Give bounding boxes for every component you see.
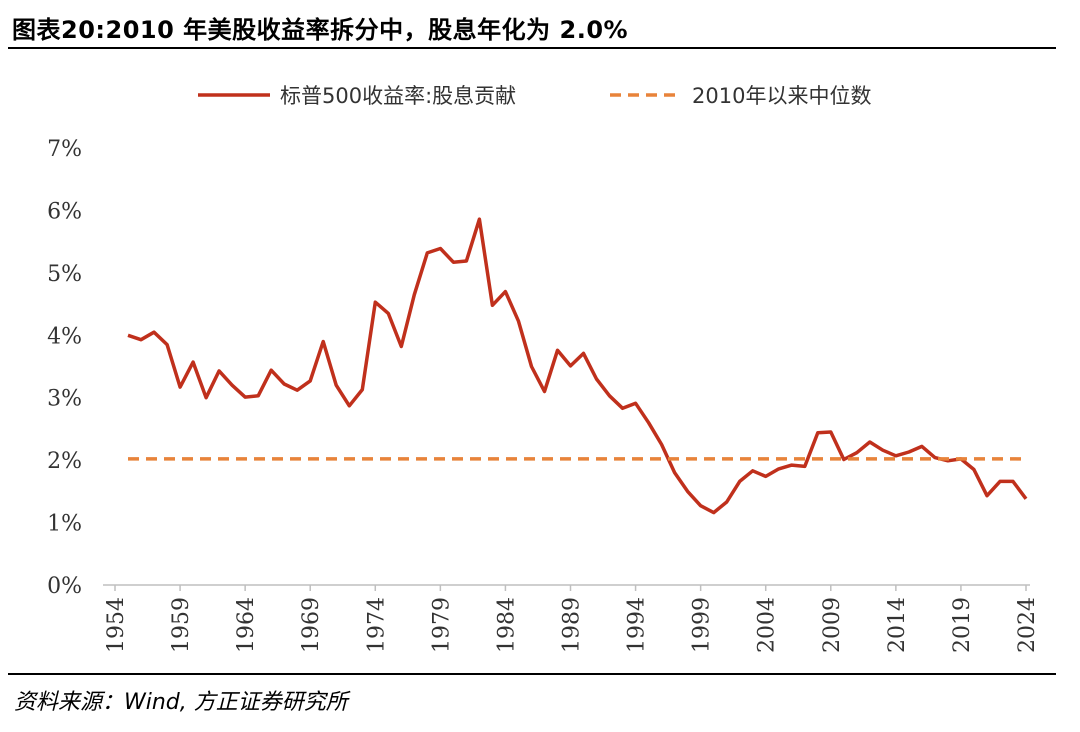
y-tick-label: 5% — [47, 262, 82, 287]
legend-label: 标普500收益率:股息贡献 — [280, 84, 516, 108]
x-tick-label: 2014 — [885, 597, 910, 653]
x-tick-label: 1994 — [625, 597, 650, 653]
chart-title: 图表20:2010 年美股收益率拆分中，股息年化为 2.0% — [12, 16, 629, 44]
x-tick-label: 2009 — [820, 597, 845, 653]
y-tick-label: 6% — [47, 199, 82, 224]
x-tick-label: 1974 — [364, 597, 389, 653]
y-tick-label: 7% — [47, 137, 82, 162]
x-tick-label: 1969 — [299, 597, 324, 653]
y-tick-label: 2% — [47, 449, 82, 474]
y-tick-label: 1% — [47, 512, 82, 537]
x-tick-label: 2019 — [950, 597, 975, 653]
dividend-contribution-line — [127, 217, 1028, 515]
bottom-divider — [8, 673, 1056, 675]
x-tick-label: 1984 — [494, 597, 519, 653]
x-tick-label: 1979 — [429, 597, 454, 653]
x-tick-label: 2004 — [755, 597, 780, 653]
top-divider — [8, 47, 1056, 49]
y-tick-label: 4% — [47, 324, 82, 349]
x-tick-label: 1999 — [690, 597, 715, 653]
x-tick-label: 1964 — [234, 597, 259, 653]
source-note: 资料来源：Wind, 方正证券研究所 — [14, 690, 348, 715]
x-tick-label: 1989 — [560, 597, 585, 653]
y-tick-label: 0% — [47, 574, 82, 599]
x-tick-label: 1959 — [169, 597, 194, 653]
x-tick-label: 1954 — [104, 597, 129, 653]
x-tick-label: 2024 — [1015, 597, 1040, 653]
legend-label: 2010年以来中位数 — [692, 84, 871, 108]
y-tick-label: 3% — [47, 387, 82, 412]
